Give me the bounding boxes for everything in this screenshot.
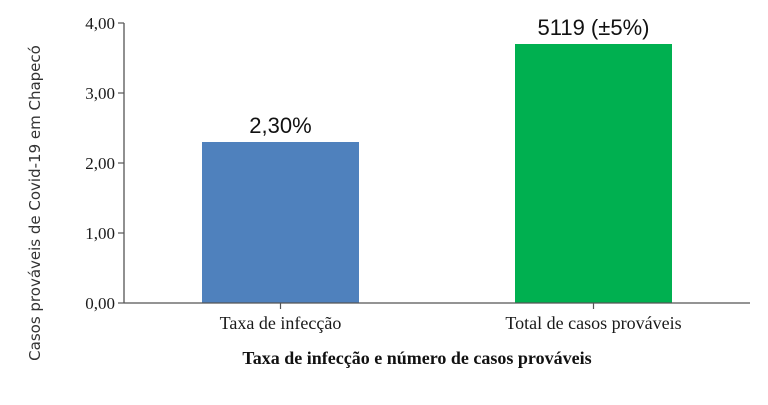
y-axis-label: Casos prováveis de Covid-19 em Chapecó (26, 45, 44, 361)
y-tick-label: 1,00 (85, 224, 115, 243)
axes (123, 23, 750, 304)
y-tick-label: 3,00 (85, 84, 115, 103)
y-tick-label: 2,00 (85, 154, 115, 173)
y-tick-label: 0,00 (85, 294, 115, 313)
bar-2 (515, 44, 672, 303)
bar-1 (202, 142, 359, 303)
category-labels: Taxa de infecção Total de casos prováveis (220, 303, 682, 333)
bars: 2,30% 5119 (±5%) (202, 15, 672, 303)
data-label-2: 5119 (±5%) (538, 15, 650, 40)
x-axis-label: Taxa de infecção e número de casos prová… (242, 348, 591, 368)
y-tick-label: 4,00 (85, 14, 115, 33)
data-label-1: 2,30% (249, 113, 311, 138)
y-ticks: 0,00 1,00 2,00 3,00 4,00 (85, 14, 124, 313)
category-label-2: Total de casos prováveis (505, 313, 681, 333)
category-label-1: Taxa de infecção (220, 313, 342, 333)
